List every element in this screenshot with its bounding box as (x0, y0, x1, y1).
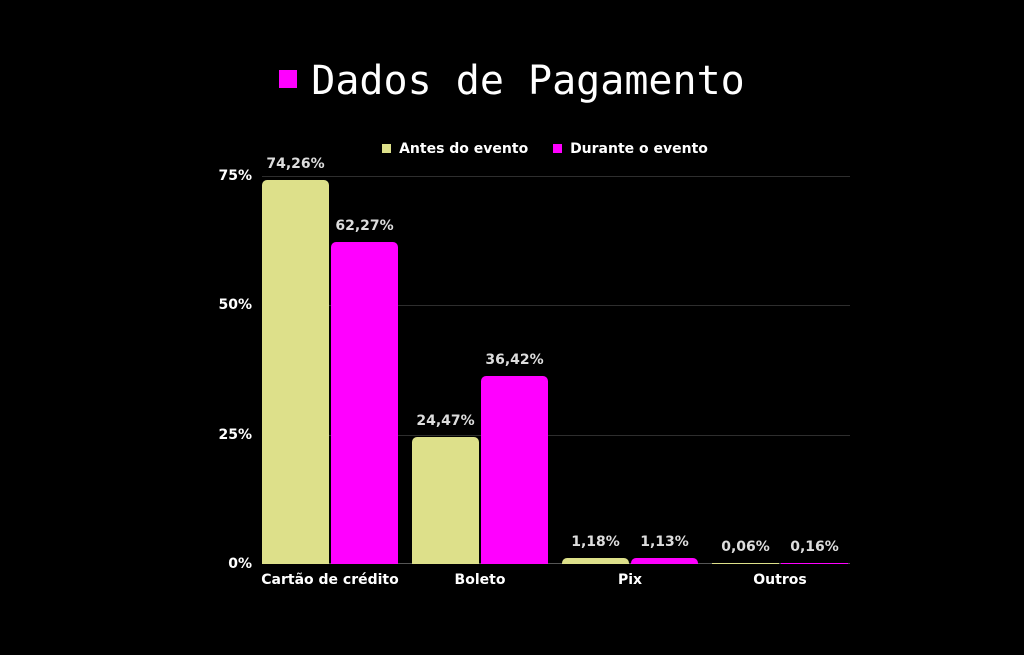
value-label: 0,16% (790, 538, 839, 555)
value-label: 62,27% (335, 217, 394, 234)
gridline (262, 434, 850, 436)
plot-area: 74,26% 62,27% 24,47% 36,42% 1,18% 1,13% 0,06% 0… (262, 156, 850, 564)
value-label: 36,42% (485, 351, 544, 368)
legend-swatch-antes-icon (382, 144, 392, 153)
x-tick-label: Outros (753, 572, 807, 588)
legend: Antes do evento Durante o evento (0, 141, 1024, 157)
gridline (262, 176, 850, 177)
gridline (262, 305, 850, 307)
bar (262, 179, 329, 564)
x-tick-label: Cartão de crédito (261, 572, 399, 588)
legend-swatch-durante-icon (553, 144, 563, 153)
x-tick-label: Boleto (454, 572, 506, 588)
legend-item-antes: Antes do evento (382, 141, 528, 157)
bar (781, 562, 848, 564)
bar (712, 562, 779, 564)
bar (481, 375, 548, 564)
y-tick-label: 25% (218, 426, 252, 443)
y-tick-label: 50% (218, 297, 252, 314)
value-label: 74,26% (266, 155, 325, 172)
title-square-icon (279, 70, 298, 88)
legend-label-antes: Antes do evento (399, 141, 529, 157)
x-tick-label: Pix (617, 572, 643, 588)
x-axis-line (262, 563, 850, 564)
bar (631, 558, 698, 564)
bar (331, 241, 398, 564)
y-tick-label: 75% (218, 168, 252, 184)
chart-title: Dados de Pagamento (0, 58, 1024, 104)
value-label: 1,18% (571, 533, 620, 550)
legend-label-durante: Durante o evento (570, 141, 708, 157)
y-tick-label: 0% (228, 556, 252, 572)
chart-title-text: Dados de Pagamento (311, 58, 745, 104)
legend-item-durante: Durante o evento (553, 141, 708, 157)
value-label: 1,13% (640, 534, 689, 551)
bar (412, 437, 479, 564)
bar (562, 557, 629, 564)
value-label: 24,47% (416, 413, 475, 430)
value-label: 0,06% (721, 538, 770, 555)
